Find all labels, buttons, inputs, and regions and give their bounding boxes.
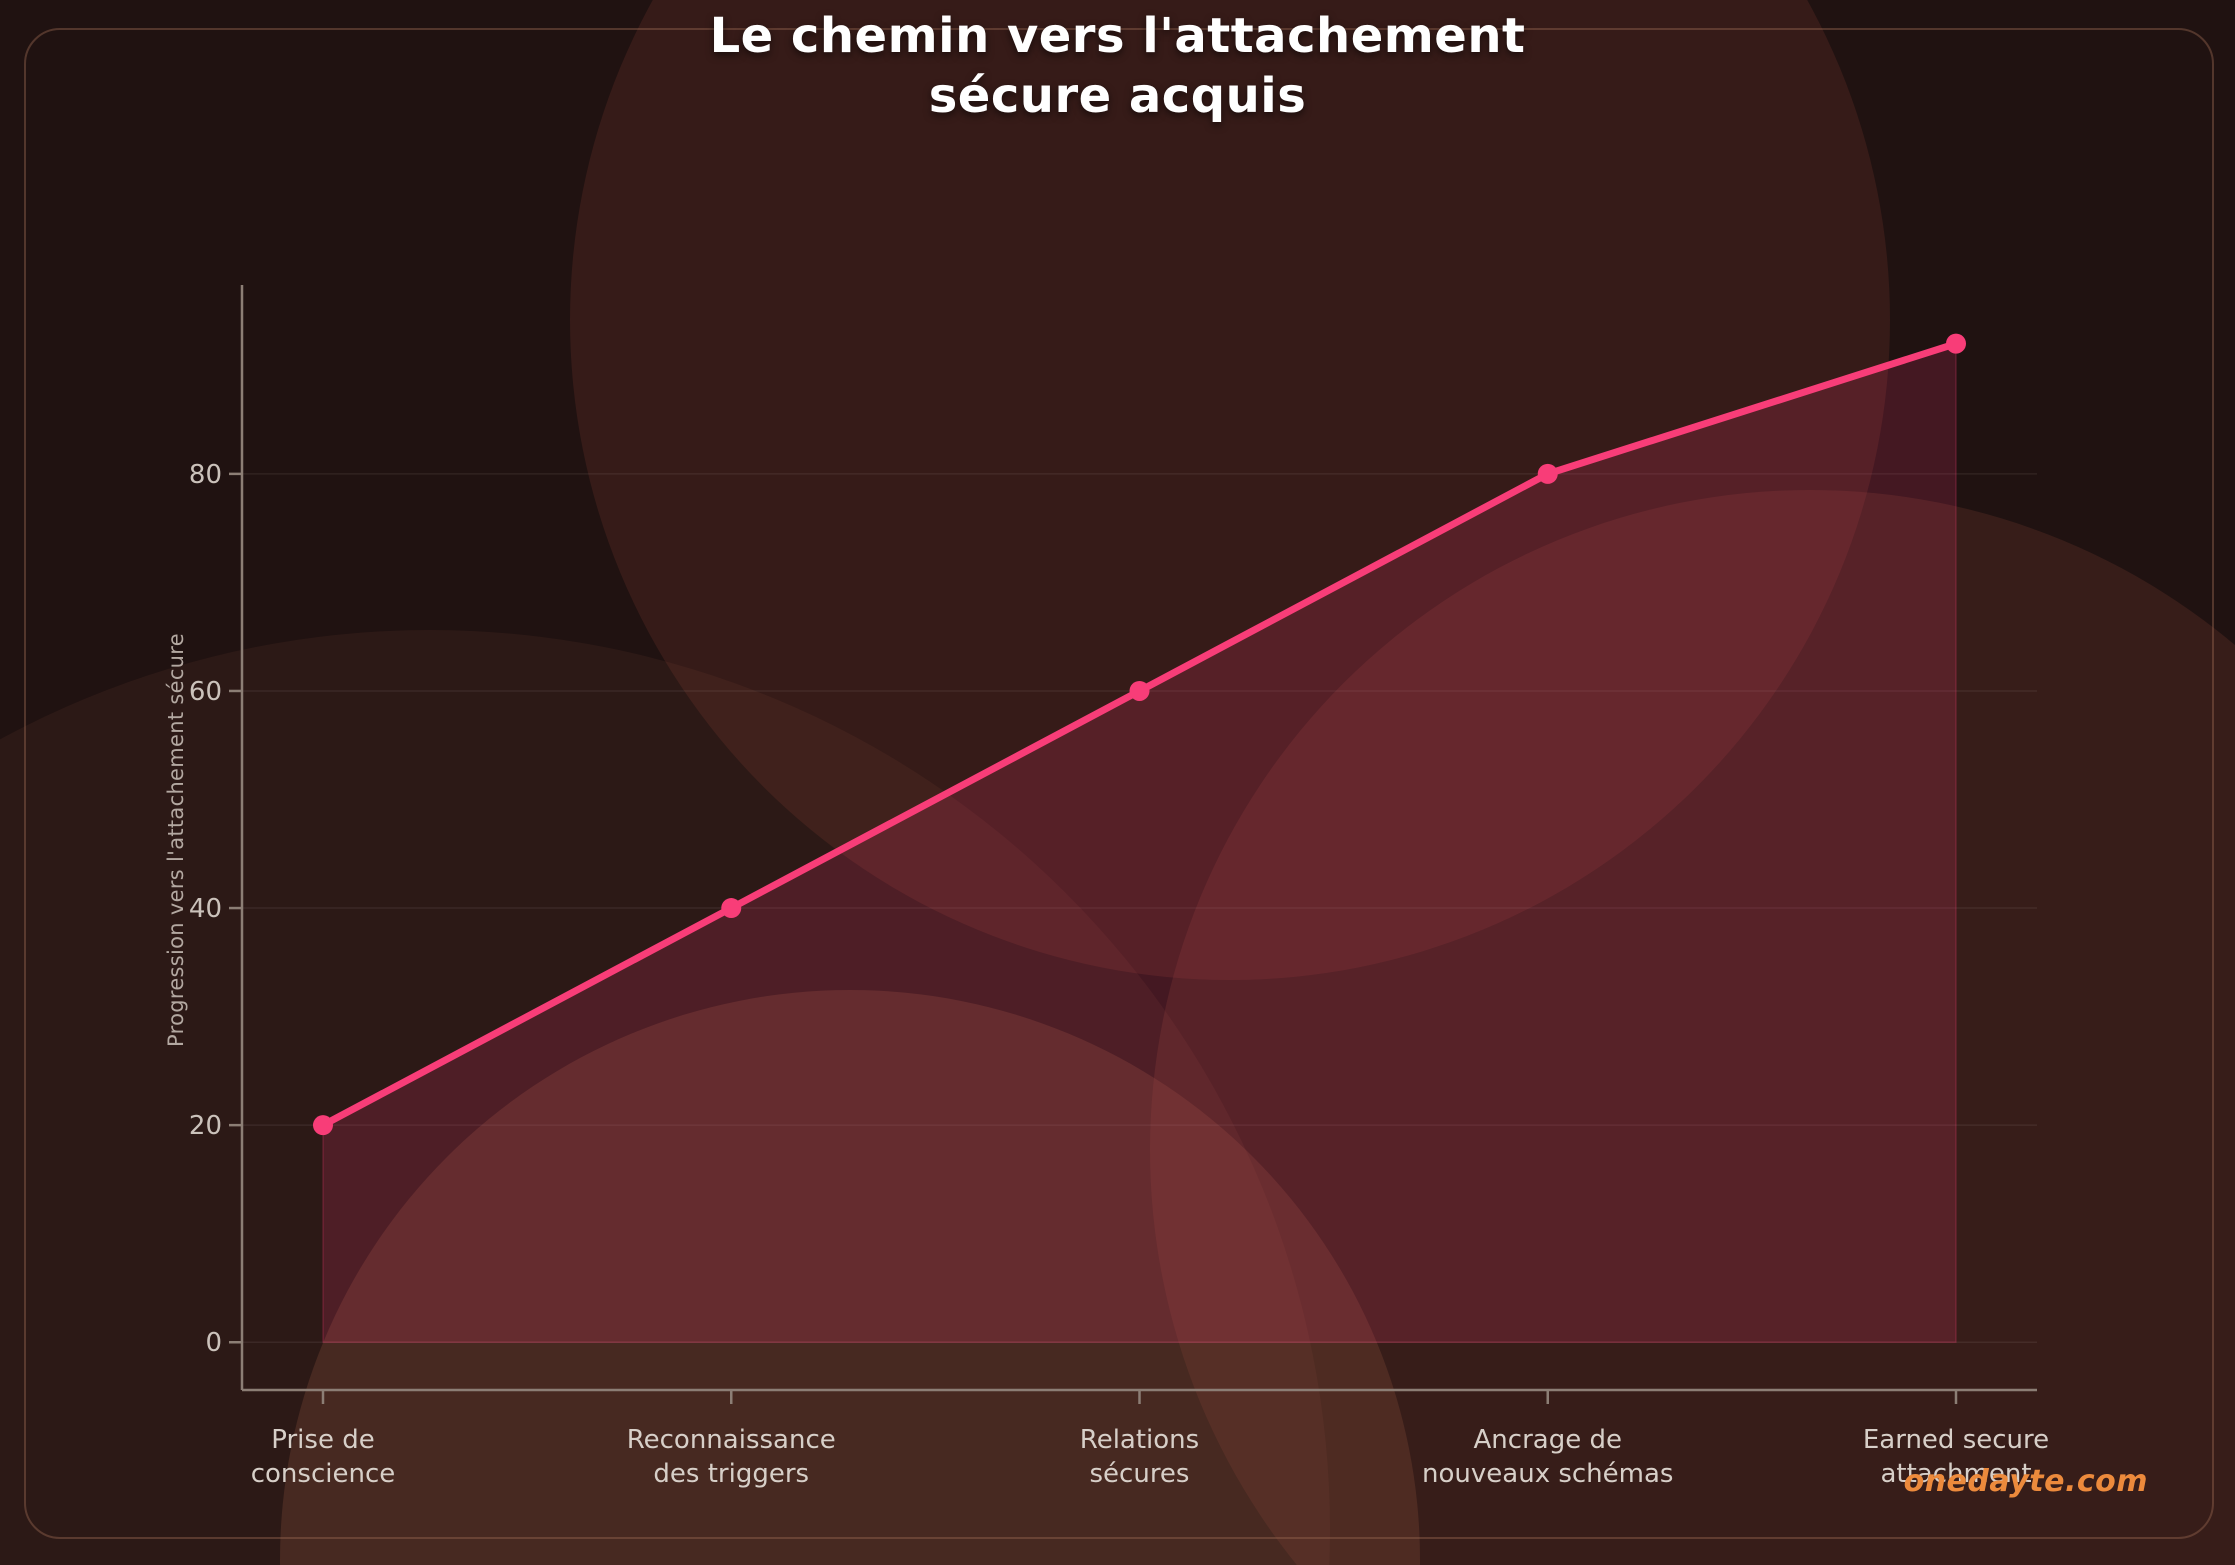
x-category-label-5: Earned secure attachment	[1863, 1425, 2049, 1489]
x-category-label-4: Ancrage de nouveaux schémas	[1422, 1425, 1673, 1489]
y-tick-label-20: 20	[189, 1111, 222, 1141]
watermark: onedayte.com	[1903, 1464, 2148, 1499]
x-category-label-2: Reconnaissance des triggers	[627, 1425, 836, 1489]
y-tick-label-0: 0	[205, 1328, 222, 1358]
x-category-label-1: Prise de conscience	[251, 1425, 396, 1489]
data-point-1	[313, 1115, 333, 1136]
y-tick-label-40: 40	[189, 894, 222, 924]
data-point-3	[1129, 680, 1150, 701]
data-point-2	[721, 898, 742, 919]
y-tick-label-60: 60	[189, 677, 222, 707]
chart-title-line1: Le chemin vers l'attachement	[709, 8, 1526, 64]
data-point-4	[1537, 463, 1558, 484]
y-axis-title: Progression vers l'attachement sécure	[164, 633, 188, 1047]
chart-title-line2: sécure acquis	[928, 68, 1307, 124]
y-tick-label-80: 80	[189, 460, 222, 490]
x-category-label-3: Relations sécures	[1080, 1425, 1199, 1489]
data-point-5	[1946, 333, 1966, 354]
chart-title: Le chemin vers l'attachement sécure acqu…	[0, 6, 2235, 126]
area-fill	[322, 342, 1957, 1343]
